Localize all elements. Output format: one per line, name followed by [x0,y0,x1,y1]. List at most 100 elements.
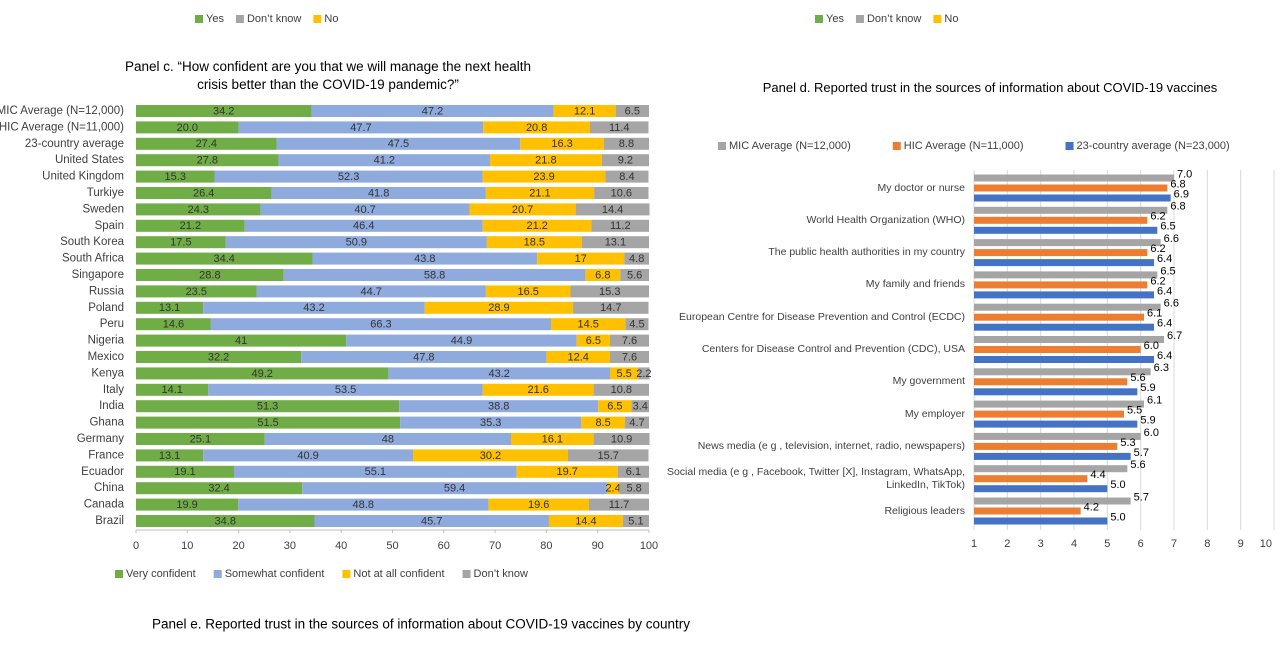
bar-segment [553,105,616,117]
data-label: 14.6 [163,319,184,331]
x-tick-label: 2 [1004,538,1010,550]
bar [974,271,1158,279]
data-label: 26.4 [193,187,214,199]
bar [974,249,1148,257]
x-tick-label: 60 [438,540,450,552]
bar-segment [413,449,568,462]
data-label: 21.6 [527,384,548,396]
bar-segment [136,219,245,232]
data-label: 4.8 [629,253,644,265]
data-label: 41 [235,335,247,347]
category-label: HIC Average (N=11,000) [0,121,124,133]
category-label: United States [55,154,124,166]
data-label: 9.2 [618,155,633,167]
bar-segment [136,416,401,429]
bar-segment [136,154,279,167]
x-tick-label: 20 [232,540,244,552]
bar [974,410,1124,418]
bar [974,420,1138,428]
bar [974,485,1108,493]
x-tick-label: 80 [540,540,552,552]
category-label-box: Religious leaders [884,505,965,517]
data-label: 24.3 [188,204,209,216]
data-label: 12.1 [574,105,595,117]
bar-segment [485,187,595,199]
bar-segment [276,137,521,150]
data-label: 6.6 [1164,233,1179,245]
x-tick-label: 90 [592,540,604,552]
bar [974,388,1138,396]
data-label: 14.1 [161,384,182,396]
bar [974,497,1131,505]
bar-segment [610,351,649,363]
bar-segment [256,285,486,298]
bar-segment [610,334,649,347]
bar-segment [136,121,239,134]
bar-segment [400,416,582,429]
bar-segment [575,203,650,216]
category-label-box: My government [893,375,965,387]
legend-swatch [892,142,901,150]
data-label: 23.9 [533,171,554,183]
bar-segment [603,137,649,150]
data-label: 50.9 [346,237,367,249]
data-label: 46.4 [353,220,374,232]
data-label: 17 [575,253,587,265]
bar [974,400,1144,408]
bar [974,281,1148,289]
data-label: 47.2 [422,105,443,117]
bar-segment [581,236,649,249]
bar-segment [631,400,649,413]
bar-segment [346,334,577,347]
bar-segment [136,236,226,249]
bar-segment [225,236,487,249]
category-label: Brazil [95,515,124,527]
data-label: 14.4 [575,515,596,527]
bar [974,239,1161,247]
data-label: 6.2 [1150,275,1165,287]
data-label: 19.9 [176,499,197,511]
data-label: 6.4 [1157,253,1172,265]
bar-segment [136,269,284,281]
bar-segment [601,154,649,167]
bar-segment [136,482,303,495]
data-label: 2.4 [605,483,620,495]
bar-segment [585,269,621,281]
data-label: 34.8 [215,515,236,527]
bar-segment [136,351,302,363]
data-label: 6.3 [1154,362,1169,374]
bar-segment [489,154,602,167]
legend-label: Not at all confident [353,568,444,580]
bar [974,432,1141,440]
data-label: 11.7 [609,499,630,511]
data-label: 6.1 [626,466,641,478]
data-label: 47.7 [350,122,371,134]
data-label: 28.9 [488,302,509,314]
data-label: 6.8 [1170,178,1185,190]
category-label: Nigeria [88,335,125,347]
legend-swatch [235,15,244,23]
legend-swatch [195,15,203,23]
category-label-box: The public health authorities in my coun… [768,246,965,258]
data-label: 43.8 [414,253,435,265]
bar-segment [605,170,649,183]
bar [974,336,1164,343]
category-label: France [88,449,124,461]
bar-segment [136,383,209,396]
data-label: 20.7 [512,204,533,216]
category-label: South Africa [62,253,125,265]
bar-segment [615,105,649,117]
bar-segment [606,482,620,495]
bar-segment [278,154,490,167]
data-label: 48 [382,433,394,445]
data-label: 20.0 [177,122,198,134]
bar-segment [260,203,470,216]
data-label: 21.2 [526,220,547,232]
data-label: 40.9 [297,450,318,462]
data-label: 21.1 [529,187,550,199]
data-label: 52.3 [338,171,359,183]
bar-segment [136,449,204,462]
data-label: 6.8 [595,269,610,281]
data-label: 6.6 [1164,298,1179,310]
data-label: 16.1 [542,433,563,445]
